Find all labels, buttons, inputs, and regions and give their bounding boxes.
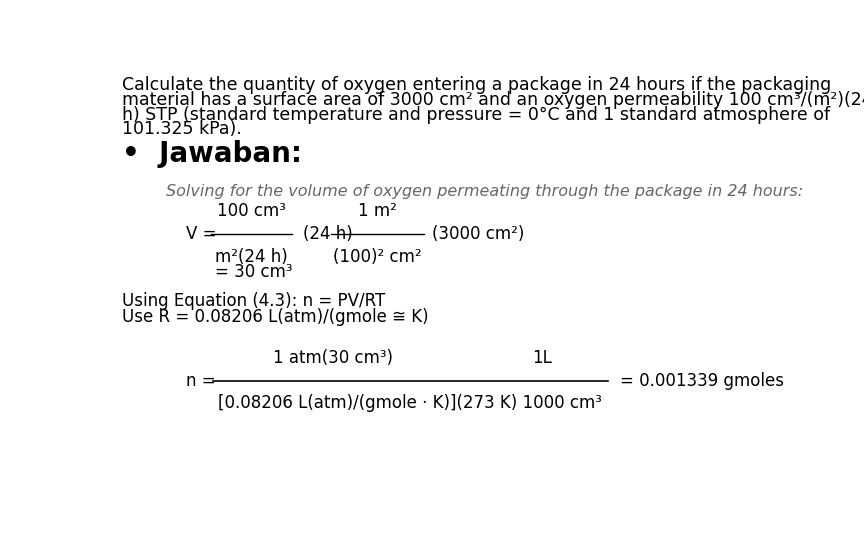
Text: 1 m²: 1 m² — [359, 202, 397, 220]
Text: Use R = 0.08206 L(atm)/(gmole ≅ K): Use R = 0.08206 L(atm)/(gmole ≅ K) — [122, 308, 429, 326]
Text: 101.325 kPa).: 101.325 kPa). — [122, 120, 242, 138]
Text: (3000 cm²): (3000 cm²) — [432, 225, 524, 243]
Text: [0.08206 L(atm)/(gmole · K)](273 K) 1000 cm³: [0.08206 L(atm)/(gmole · K)](273 K) 1000… — [219, 394, 602, 413]
Text: material has a surface area of 3000 cm² and an oxygen permeability 100 cm³/(m²)(: material has a surface area of 3000 cm² … — [122, 91, 864, 109]
Text: m²(24 h): m²(24 h) — [215, 248, 288, 266]
Text: Using Equation (4.3): n = PV/RT: Using Equation (4.3): n = PV/RT — [122, 292, 385, 310]
Text: V =: V = — [186, 225, 216, 243]
Text: Calculate the quantity of oxygen entering a package in 24 hours if the packaging: Calculate the quantity of oxygen enterin… — [122, 76, 831, 94]
Text: n =: n = — [186, 372, 215, 389]
Text: h) STP (standard temperature and pressure = 0°C and 1 standard atmosphere of: h) STP (standard temperature and pressur… — [122, 106, 830, 124]
Text: Solving for the volume of oxygen permeating through the package in 24 hours:: Solving for the volume of oxygen permeat… — [166, 184, 804, 199]
Text: = 0.001339 gmoles: = 0.001339 gmoles — [619, 372, 784, 389]
Text: 100 cm³: 100 cm³ — [217, 202, 286, 220]
Text: (24 h): (24 h) — [302, 225, 353, 243]
Text: = 30 cm³: = 30 cm³ — [215, 264, 292, 281]
Text: (100)² cm²: (100)² cm² — [334, 248, 422, 266]
Text: 1 atm(30 cm³): 1 atm(30 cm³) — [273, 349, 393, 367]
Text: 1L: 1L — [532, 349, 552, 367]
Text: •  Jawaban:: • Jawaban: — [122, 140, 302, 168]
